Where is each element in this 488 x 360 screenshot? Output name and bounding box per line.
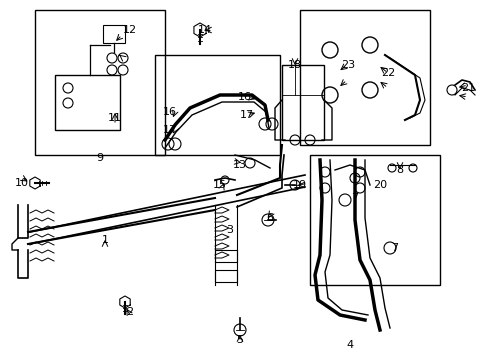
Text: 3: 3 <box>226 225 233 235</box>
Bar <box>215 270 237 282</box>
Text: 9: 9 <box>96 153 103 163</box>
Text: 15: 15 <box>213 180 226 190</box>
Text: 14: 14 <box>198 25 212 35</box>
Bar <box>309 155 439 285</box>
Bar <box>155 55 280 155</box>
Bar <box>55 75 120 130</box>
Text: 16: 16 <box>163 107 177 117</box>
Bar <box>103 25 125 43</box>
Text: 17: 17 <box>163 125 177 135</box>
Text: 7: 7 <box>390 243 398 253</box>
Text: 6: 6 <box>266 213 273 223</box>
Bar <box>299 10 429 145</box>
Text: 11: 11 <box>108 113 122 123</box>
Text: 12: 12 <box>122 25 137 35</box>
Text: 19: 19 <box>292 180 306 190</box>
Text: 18: 18 <box>287 60 302 70</box>
Text: 16: 16 <box>238 92 251 102</box>
Text: 4: 4 <box>346 340 353 350</box>
Text: 22: 22 <box>380 68 394 78</box>
Text: 17: 17 <box>240 110 254 120</box>
Text: 8: 8 <box>396 165 403 175</box>
Text: 21: 21 <box>460 83 474 93</box>
Text: 10: 10 <box>15 178 29 188</box>
Bar <box>35 10 164 155</box>
Bar <box>215 250 237 262</box>
Bar <box>282 65 324 140</box>
Text: 23: 23 <box>340 60 354 70</box>
Text: 20: 20 <box>372 180 386 190</box>
Text: 7: 7 <box>351 193 358 203</box>
Text: 2: 2 <box>126 307 133 317</box>
Text: 13: 13 <box>232 160 246 170</box>
Text: 5: 5 <box>236 335 243 345</box>
Text: 1: 1 <box>102 235 108 245</box>
